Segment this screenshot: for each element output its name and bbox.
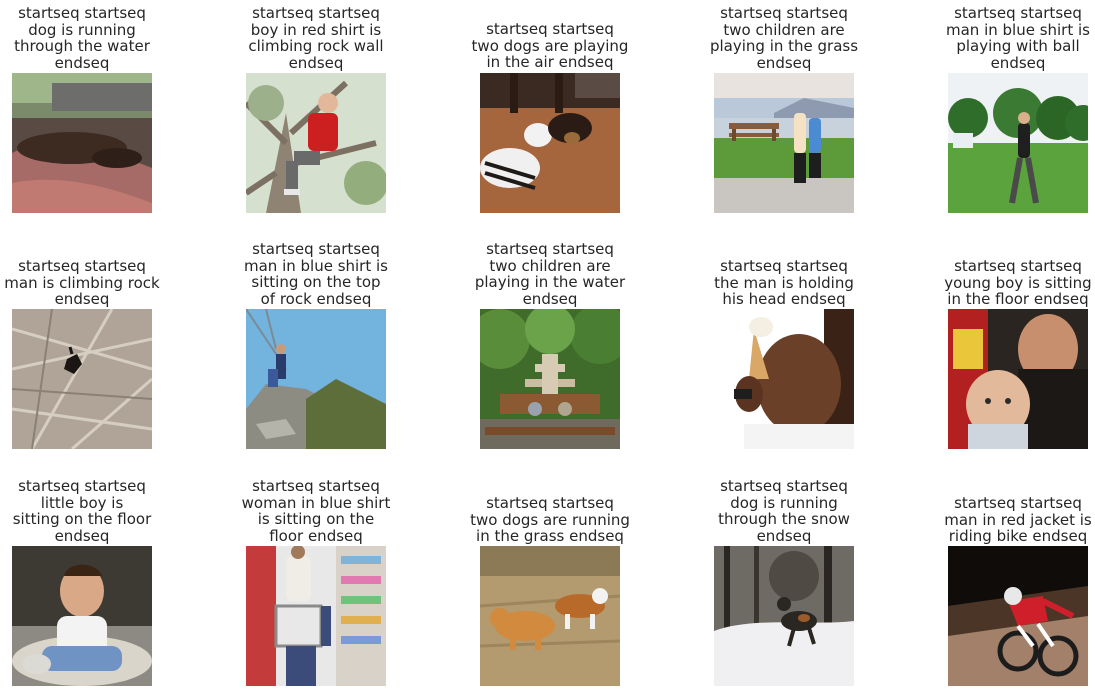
caption-text: startseq startseq two children are playi…: [474, 240, 626, 308]
caption-text: startseq startseq man is climbing rock e…: [4, 257, 160, 308]
caption-text: startseq startseq two dogs are playing i…: [471, 20, 629, 71]
photo-thumbnail: [246, 309, 386, 449]
caption-text: startseq startseq little boy is sitting …: [12, 477, 152, 545]
caption-text: startseq startseq man in blue shirt is p…: [945, 4, 1090, 72]
photo-thumbnail: [12, 73, 152, 213]
photo-thumbnail: [12, 546, 152, 686]
caption-text: startseq startseq woman in blue shirt is…: [241, 477, 391, 545]
caption-text: startseq startseq young boy is sitting i…: [944, 257, 1092, 308]
photo-thumbnail: [246, 546, 386, 686]
photo-thumbnail: [948, 309, 1088, 449]
caption-text: startseq startseq boy in red shirt is cl…: [248, 4, 384, 72]
caption-text: startseq startseq man in red jacket is r…: [944, 494, 1092, 545]
photo-thumbnail: [948, 73, 1088, 213]
photo-thumbnail: [948, 546, 1088, 686]
photo-thumbnail: [480, 309, 620, 449]
caption-text: startseq startseq dog is running through…: [14, 4, 150, 72]
photo-thumbnail: [714, 73, 854, 213]
photo-thumbnail: [480, 546, 620, 686]
photo-thumbnail: [714, 309, 854, 449]
caption-text: startseq startseq the man is holding his…: [714, 257, 854, 308]
caption-text: startseq startseq two children are playi…: [709, 4, 859, 72]
photo-thumbnail: [246, 73, 386, 213]
photo-thumbnail: [12, 309, 152, 449]
caption-text: startseq startseq dog is running through…: [718, 477, 850, 545]
caption-text: startseq startseq man in blue shirt is s…: [243, 240, 388, 308]
caption-text: startseq startseq two dogs are running i…: [470, 494, 630, 545]
photo-thumbnail: [714, 546, 854, 686]
photo-thumbnail: [480, 73, 620, 213]
